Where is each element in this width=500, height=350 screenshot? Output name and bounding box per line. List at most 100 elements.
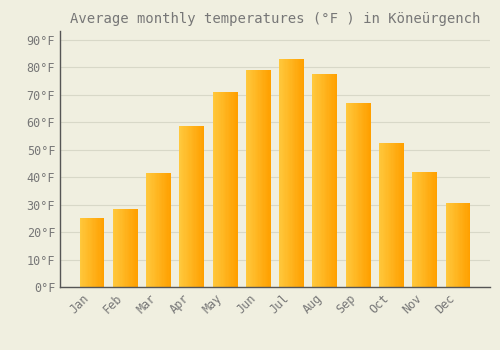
Bar [335, 74, 336, 287]
Bar [248, 70, 250, 287]
Bar [156, 173, 158, 287]
Bar [268, 70, 270, 287]
Bar [357, 103, 358, 287]
Bar [426, 172, 427, 287]
Bar [116, 209, 118, 287]
Bar [212, 92, 214, 287]
Bar [282, 59, 283, 287]
Bar [454, 203, 456, 287]
Bar [452, 203, 453, 287]
Bar [453, 203, 454, 287]
Bar [449, 203, 450, 287]
Bar [246, 70, 247, 287]
Bar [113, 209, 114, 287]
Bar [390, 143, 392, 287]
Bar [389, 143, 390, 287]
Bar [290, 59, 292, 287]
Bar [468, 203, 469, 287]
Bar [314, 74, 315, 287]
Bar [84, 218, 86, 287]
Bar [356, 103, 357, 287]
Bar [130, 209, 132, 287]
Bar [94, 218, 96, 287]
Bar [469, 203, 470, 287]
Bar [250, 70, 251, 287]
Bar [81, 218, 82, 287]
Bar [183, 126, 184, 287]
Bar [80, 218, 81, 287]
Bar [322, 74, 324, 287]
Bar [424, 172, 426, 287]
Bar [247, 70, 248, 287]
Bar [155, 173, 156, 287]
Bar [316, 74, 318, 287]
Bar [214, 92, 215, 287]
Bar [315, 74, 316, 287]
Bar [466, 203, 468, 287]
Bar [264, 70, 266, 287]
Bar [118, 209, 119, 287]
Bar [395, 143, 396, 287]
Bar [132, 209, 133, 287]
Bar [348, 103, 350, 287]
Bar [151, 173, 152, 287]
Bar [200, 126, 202, 287]
Bar [286, 59, 288, 287]
Bar [96, 218, 97, 287]
Bar [354, 103, 356, 287]
Bar [302, 59, 303, 287]
Bar [394, 143, 395, 287]
Bar [414, 172, 416, 287]
Bar [97, 218, 98, 287]
Bar [225, 92, 226, 287]
Bar [166, 173, 168, 287]
Bar [436, 172, 437, 287]
Bar [256, 70, 257, 287]
Bar [334, 74, 335, 287]
Bar [222, 92, 224, 287]
Bar [258, 70, 260, 287]
Bar [165, 173, 166, 287]
Bar [330, 74, 331, 287]
Bar [82, 218, 84, 287]
Bar [447, 203, 448, 287]
Bar [400, 143, 402, 287]
Bar [448, 203, 449, 287]
Bar [418, 172, 420, 287]
Bar [180, 126, 182, 287]
Bar [420, 172, 421, 287]
Bar [190, 126, 192, 287]
Bar [326, 74, 328, 287]
Bar [430, 172, 431, 287]
Bar [462, 203, 463, 287]
Bar [399, 143, 400, 287]
Bar [260, 70, 261, 287]
Bar [289, 59, 290, 287]
Bar [318, 74, 320, 287]
Bar [90, 218, 91, 287]
Bar [152, 173, 154, 287]
Title: Average monthly temperatures (°F ) in Köneürgench: Average monthly temperatures (°F ) in Kö… [70, 12, 480, 26]
Bar [321, 74, 322, 287]
Bar [182, 126, 183, 287]
Bar [218, 92, 219, 287]
Bar [133, 209, 134, 287]
Bar [150, 173, 151, 287]
Bar [128, 209, 129, 287]
Bar [188, 126, 190, 287]
Bar [427, 172, 428, 287]
Bar [103, 218, 104, 287]
Bar [421, 172, 422, 287]
Bar [280, 59, 281, 287]
Bar [292, 59, 293, 287]
Bar [162, 173, 164, 287]
Bar [193, 126, 194, 287]
Bar [120, 209, 122, 287]
Bar [353, 103, 354, 287]
Bar [398, 143, 399, 287]
Bar [197, 126, 198, 287]
Bar [100, 218, 101, 287]
Bar [254, 70, 256, 287]
Bar [114, 209, 116, 287]
Bar [148, 173, 150, 287]
